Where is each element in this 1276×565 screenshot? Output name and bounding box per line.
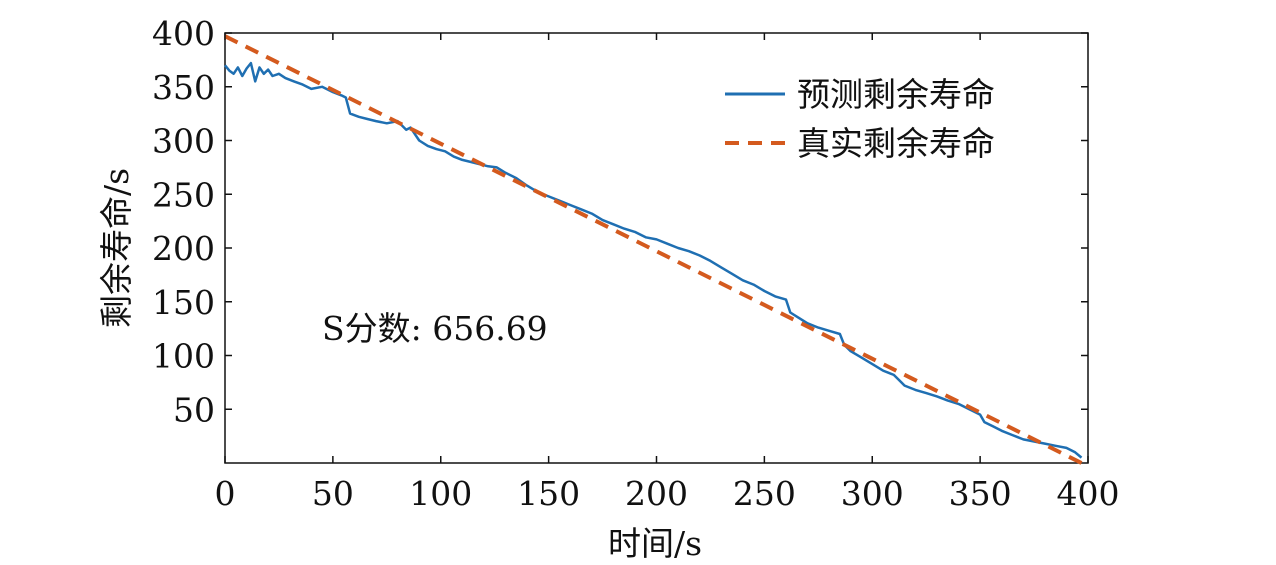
y-tick-label: 400 <box>152 14 215 53</box>
y-tick-label: 150 <box>152 283 215 322</box>
x-tick-label: 200 <box>625 474 688 513</box>
y-tick-label: 250 <box>152 175 215 214</box>
y-axis-label: 剩余寿命/s <box>97 168 136 328</box>
x-tick-label: 350 <box>949 474 1012 513</box>
x-axis-label: 时间/s <box>608 524 702 563</box>
x-tick-label: 300 <box>841 474 904 513</box>
x-tick-label: 0 <box>215 474 236 513</box>
y-tick-label: 100 <box>152 337 215 376</box>
x-tick-label: 100 <box>409 474 472 513</box>
s-score-annotation: S分数: 656.69 <box>322 309 548 348</box>
legend-label-predicted: 预测剩余寿命 <box>797 75 995 114</box>
x-tick-label: 250 <box>733 474 796 513</box>
x-tick-label: 400 <box>1057 474 1120 513</box>
series-line-predicted <box>224 61 1083 459</box>
y-tick-label: 50 <box>173 390 215 429</box>
x-tick-label: 50 <box>312 474 354 513</box>
y-tick-label: 350 <box>152 68 215 107</box>
series-layer <box>224 34 1083 465</box>
x-tick-label: 150 <box>517 474 580 513</box>
ticks-layer: 0 50 100 150 200 250 300 350 400 50 100 150 200 250 30… <box>152 14 1120 513</box>
legend: 预测剩余寿命 真实剩余寿命 <box>725 75 995 163</box>
legend-label-actual: 真实剩余寿命 <box>797 124 995 163</box>
y-tick-label: 300 <box>152 122 215 161</box>
y-tick-label: 200 <box>152 229 215 268</box>
